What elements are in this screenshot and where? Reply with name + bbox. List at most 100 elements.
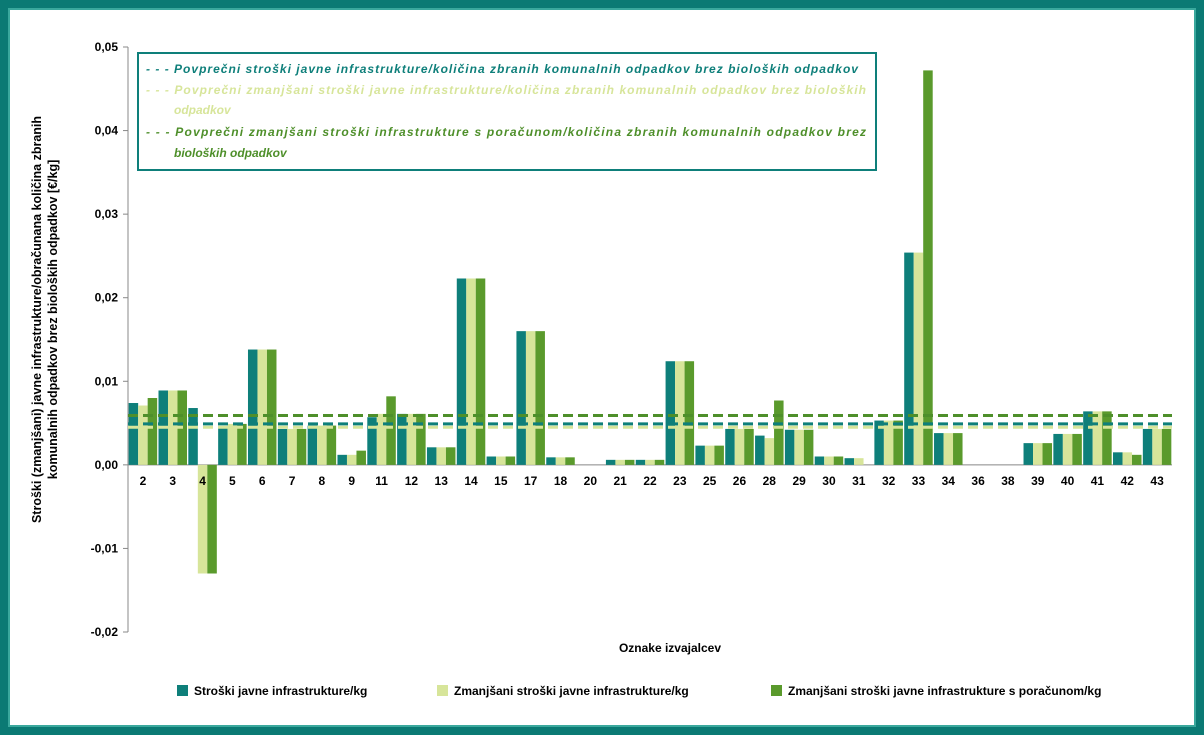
bar [883,420,894,465]
bar [784,429,795,465]
bar [1072,433,1082,465]
bar [1042,443,1053,465]
bar [207,464,217,574]
bar [725,428,735,465]
bar [645,459,655,465]
x-tick-label: 6 [259,474,266,488]
bar [475,278,486,465]
x-tick-label: 9 [348,474,355,488]
bar [1023,443,1034,465]
x-tick-label: 2 [140,474,147,488]
x-tick-label: 38 [1001,474,1015,488]
x-tick-label: 22 [643,474,657,488]
x-tick-label: 23 [673,474,687,488]
bar [684,361,695,465]
bar [1102,411,1112,465]
y-axis-label: komunalnih odpadkov brez bioloških odpad… [46,160,60,479]
x-tick-label: 12 [405,474,419,488]
bar [934,433,944,465]
bar [237,423,247,465]
x-tick-label: 15 [494,474,508,488]
bar [923,70,933,465]
bar [734,428,745,465]
bar [1092,411,1103,465]
bar [247,349,258,465]
bar [1132,454,1142,465]
bar [218,427,228,465]
bar [1113,452,1123,465]
bar [1152,428,1162,465]
legend-swatch [771,685,782,696]
bar [695,445,705,465]
bar [833,456,844,465]
bar [1083,411,1093,465]
legend-label: Zmanjšani stroški javne infrastrukture/k… [454,684,689,698]
bar [257,349,267,465]
x-tick-label: 3 [169,474,176,488]
legend-swatch [177,685,188,696]
x-tick-label: 40 [1061,474,1075,488]
x-tick-label: 11 [375,474,388,488]
x-tick-label: 36 [971,474,985,488]
average-legend-label: bioloških odpadkov [174,146,288,160]
y-tick-label: 0,01 [95,374,119,388]
y-tick-label: 0,02 [95,291,119,305]
x-tick-label: 39 [1031,474,1045,488]
bar [356,450,366,465]
bar [496,456,506,465]
bar [844,458,855,465]
bar [1033,443,1043,465]
bar [615,459,625,465]
bar [138,405,148,465]
bar [525,331,536,465]
x-tick-label: 42 [1121,474,1135,488]
average-legend-label: odpadkov [174,103,232,117]
legend-label: Zmanjšani stroški javne infrastrukture s… [788,684,1101,698]
bar [277,428,288,465]
bar [436,447,446,465]
bar [675,361,685,465]
bar [426,447,437,465]
bar [197,464,208,574]
x-tick-label: 18 [554,474,568,488]
bar [317,425,327,465]
bar [456,278,467,465]
bar [605,459,616,465]
bar [486,456,497,465]
bar [337,454,347,465]
x-tick-label: 21 [613,474,627,488]
x-tick-label: 41 [1091,474,1105,488]
y-tick-label: 0,00 [95,458,119,472]
bar [167,390,178,465]
x-tick-label: 4 [199,474,206,488]
bar [386,396,396,465]
bar [266,349,277,465]
bar [904,252,914,465]
bar [665,361,676,465]
x-tick-label: 8 [319,474,326,488]
y-tick-label: 0,05 [95,40,119,54]
bar [893,420,903,465]
bar [346,454,357,465]
bar [516,331,526,465]
average-legend-label: - - - Povprečni zmanjšani stroški infras… [146,125,866,139]
x-tick-label: 31 [852,474,866,488]
bar [953,433,963,465]
bar [854,458,864,465]
bar [147,398,158,465]
bar [188,408,198,465]
bar [794,429,804,465]
x-tick-label: 14 [464,474,478,488]
bar [546,457,556,465]
bar [704,445,715,465]
x-tick-label: 26 [733,474,747,488]
bar [565,457,575,465]
x-tick-label: 17 [524,474,538,488]
bar [744,428,754,465]
bar [535,331,545,465]
bar [128,403,139,465]
bar [824,456,834,465]
bar [803,429,814,465]
bar [227,423,238,465]
average-legend-label: - - - Povprečni zmanjšani stroški javne … [146,83,866,97]
